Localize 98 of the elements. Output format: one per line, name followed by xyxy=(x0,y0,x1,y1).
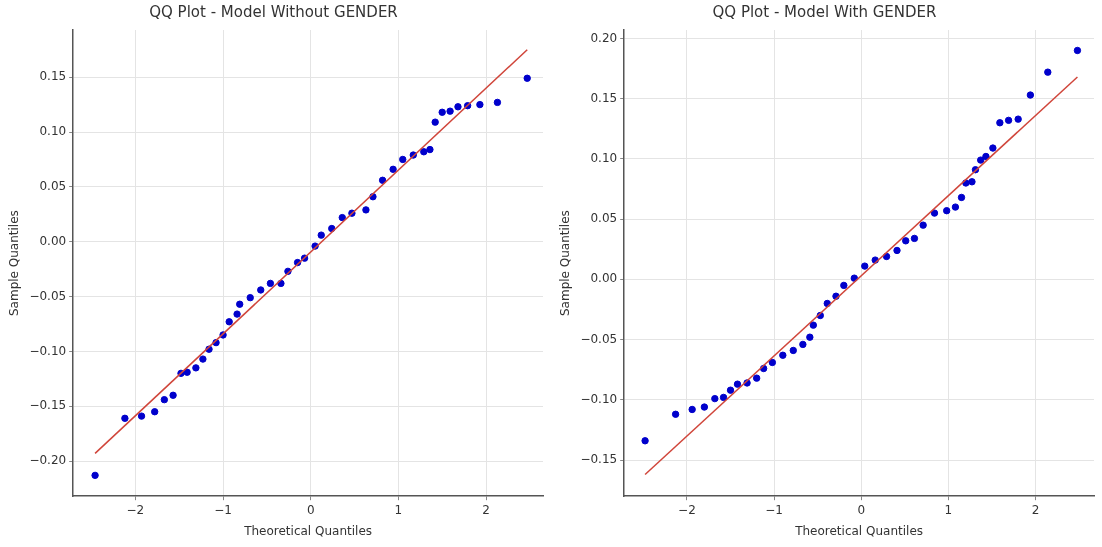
point xyxy=(378,176,387,184)
point xyxy=(523,74,531,82)
x-tick-label: 0 xyxy=(306,502,315,517)
point xyxy=(1026,91,1035,99)
x-axis-title: Theoretical Quantiles xyxy=(794,523,924,538)
point xyxy=(493,98,502,107)
y-tick-label: −0.10 xyxy=(580,391,618,406)
point xyxy=(779,351,787,359)
point xyxy=(711,394,719,403)
chart-title: QQ Plot - Model Without GENDER xyxy=(149,2,398,21)
point xyxy=(246,293,254,302)
point xyxy=(752,374,761,382)
point xyxy=(951,203,960,211)
y-tick-label: −0.15 xyxy=(29,398,67,413)
point xyxy=(861,262,869,270)
point xyxy=(225,318,233,326)
point xyxy=(328,224,336,233)
x-tick-label: 1 xyxy=(944,502,953,517)
point xyxy=(362,206,370,214)
point xyxy=(426,145,434,154)
x-tick-label: 2 xyxy=(1031,502,1040,517)
point xyxy=(438,108,446,116)
y-axis-title: Sample Quantiles xyxy=(558,210,573,317)
point xyxy=(183,368,191,376)
x-tick-label: −1 xyxy=(765,502,783,517)
point xyxy=(893,246,901,255)
y-tick-label: 0.00 xyxy=(590,271,618,286)
point xyxy=(431,118,439,126)
point xyxy=(719,393,728,402)
point xyxy=(1004,116,1013,125)
point xyxy=(399,155,407,164)
y-tick-label: 0.05 xyxy=(39,178,67,193)
point xyxy=(169,391,177,399)
point xyxy=(799,340,807,349)
point xyxy=(317,231,325,239)
y-tick-label: 0.15 xyxy=(590,90,618,105)
point xyxy=(454,103,462,111)
point xyxy=(1014,115,1022,123)
point xyxy=(236,300,244,308)
y-axis-title: Sample Quantiles xyxy=(7,210,22,317)
point xyxy=(192,364,200,372)
point xyxy=(446,107,454,115)
point xyxy=(726,386,735,394)
point xyxy=(420,148,428,156)
point xyxy=(957,193,966,202)
point xyxy=(996,119,1004,127)
point xyxy=(266,279,275,288)
y-tick-label: 0.00 xyxy=(39,233,67,248)
point xyxy=(641,437,649,445)
point xyxy=(160,395,169,404)
point xyxy=(840,281,848,290)
point xyxy=(121,414,129,423)
point xyxy=(137,412,146,420)
x-tick-label: 2 xyxy=(482,502,490,517)
point xyxy=(476,100,484,109)
point xyxy=(976,156,985,164)
y-tick-label: 0.05 xyxy=(590,211,618,226)
point xyxy=(338,213,346,222)
point xyxy=(930,209,939,217)
y-tick-label: −0.20 xyxy=(29,453,67,468)
point xyxy=(700,403,709,411)
x-tick-label: 1 xyxy=(394,502,403,517)
point xyxy=(150,408,159,416)
x-tick-label: −2 xyxy=(126,502,145,517)
point xyxy=(942,207,951,215)
y-tick-label: 0.10 xyxy=(590,151,618,166)
y-tick-label: 0.10 xyxy=(39,124,67,139)
y-tick-label: −0.10 xyxy=(29,343,67,358)
point xyxy=(257,286,265,294)
point xyxy=(768,358,777,367)
point xyxy=(1044,68,1052,76)
point xyxy=(968,178,976,186)
point xyxy=(91,471,99,480)
point xyxy=(1073,46,1082,55)
point xyxy=(989,144,997,152)
chart-title: QQ Plot - Model With GENDER xyxy=(712,2,937,21)
point xyxy=(199,355,207,363)
x-tick-label: 0 xyxy=(857,502,866,517)
y-tick-label: −0.15 xyxy=(580,452,618,467)
point xyxy=(806,333,814,341)
point xyxy=(733,380,742,388)
x-tick-label: −2 xyxy=(678,502,696,517)
point xyxy=(982,152,990,161)
point xyxy=(671,410,680,418)
y-tick-label: 0.15 xyxy=(39,69,67,84)
point xyxy=(688,405,696,414)
y-tick-label: −0.05 xyxy=(29,288,67,303)
x-axis-title: Theoretical Quantiles xyxy=(243,523,373,538)
point xyxy=(809,321,818,329)
point xyxy=(389,165,397,174)
point xyxy=(902,237,910,245)
point xyxy=(789,346,797,355)
x-tick-label: −1 xyxy=(214,502,232,517)
point xyxy=(919,221,927,229)
point xyxy=(910,234,919,243)
point xyxy=(233,310,241,318)
y-tick-label: −0.05 xyxy=(580,331,618,346)
y-tick-label: 0.20 xyxy=(590,30,618,45)
